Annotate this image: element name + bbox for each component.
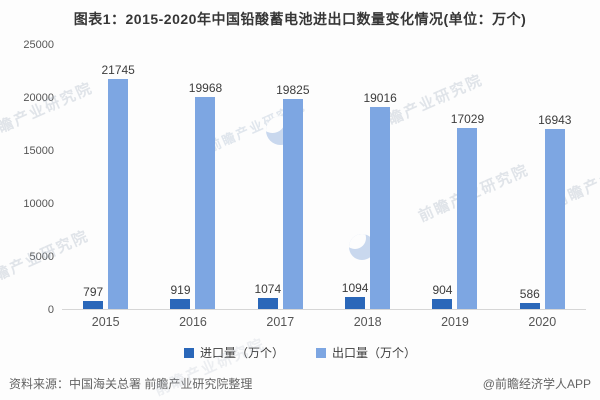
- legend-swatch-icon: [316, 347, 326, 358]
- credit-note: @前瞻经济学人APP: [482, 377, 591, 391]
- bar-import-2020: 586: [520, 287, 540, 309]
- bar-import-2016: 919: [170, 283, 191, 309]
- bar-group-2017: 1074 19825: [237, 45, 324, 309]
- bar-import-2018: 1094: [342, 281, 368, 309]
- y-axis: 0 5000 10000 15000 20000 25000: [0, 39, 54, 316]
- bar-export-2015: 21745: [101, 63, 135, 309]
- y-axis-tick-label: 5000: [29, 251, 54, 263]
- y-axis-tick-label: 25000: [23, 39, 54, 51]
- bar-value-label: 919: [170, 283, 191, 297]
- bar-import-2015: 797: [83, 285, 103, 309]
- bar-value-label: 16943: [538, 113, 572, 127]
- plot-area: 797 21745 919 19968 1074 19825 1094 19016 904 170…: [62, 45, 586, 310]
- footer: 资料来源：中国海关总署 前瞻产业研究院整理 @前瞻经济学人APP: [0, 375, 600, 392]
- bar-value-label: 17029: [450, 112, 485, 126]
- bar-group-2016: 919 19968: [149, 45, 236, 309]
- bar-value-label: 904: [432, 283, 453, 297]
- x-axis-label-2020: 2020: [528, 315, 557, 329]
- x-axis-label-2015: 2015: [91, 315, 120, 329]
- legend-label: 进口量（万个）: [199, 346, 284, 360]
- y-axis-tick-label: 10000: [23, 198, 54, 210]
- legend: 进口量（万个） 出口量（万个）: [0, 344, 600, 361]
- legend-swatch-icon: [183, 347, 194, 358]
- x-axis-label-2017: 2017: [266, 315, 295, 329]
- bar-export-2017: 19825: [276, 83, 310, 309]
- legend-item-export: 出口量（万个）: [316, 344, 416, 361]
- source-note: 资料来源：中国海关总署 前瞻产业研究院整理: [9, 377, 253, 391]
- bar-value-label: 1094: [341, 281, 369, 295]
- x-axis-label-2018: 2018: [353, 315, 382, 329]
- x-axis-label-2016: 2016: [179, 315, 207, 329]
- bar-import-2019: 904: [432, 283, 452, 309]
- bar-export-2018: 19016: [363, 91, 397, 309]
- bar-value-label: 19825: [276, 83, 310, 97]
- x-axis-label-2019: 2019: [441, 315, 469, 329]
- y-axis-tick-label: 15000: [23, 145, 54, 157]
- bar-group-2019: 904 17029: [411, 45, 498, 309]
- y-axis-tick-label: 0: [47, 304, 54, 316]
- bar-import-2017: 1074: [254, 282, 281, 309]
- chart-title: 图表1：2015-2020年中国铅酸蓄电池进出口数量变化情况(单位：万个): [73, 11, 527, 27]
- bar-export-2020: 16943: [538, 113, 571, 309]
- bar-group-2015: 797 21745: [62, 45, 149, 309]
- bar-value-label: 586: [519, 287, 540, 301]
- bar-group-2018: 1094 19016: [324, 45, 411, 309]
- x-axis: 2015 2016 2017 2018 2019 2020: [62, 315, 586, 329]
- bar-value-label: 1074: [254, 282, 282, 296]
- bar-value-label: 19968: [188, 81, 223, 95]
- bar-export-2016: 19968: [189, 81, 222, 309]
- bar-group-2020: 586 16943: [499, 45, 586, 309]
- legend-label: 出口量（万个）: [332, 346, 417, 360]
- legend-item-import: 进口量（万个）: [183, 344, 284, 361]
- bar-value-label: 21745: [101, 63, 135, 77]
- y-axis-tick-label: 20000: [23, 92, 54, 104]
- bar-value-label: 797: [83, 285, 104, 299]
- bar-export-2019: 17029: [451, 112, 484, 309]
- bar-value-label: 19016: [363, 91, 397, 105]
